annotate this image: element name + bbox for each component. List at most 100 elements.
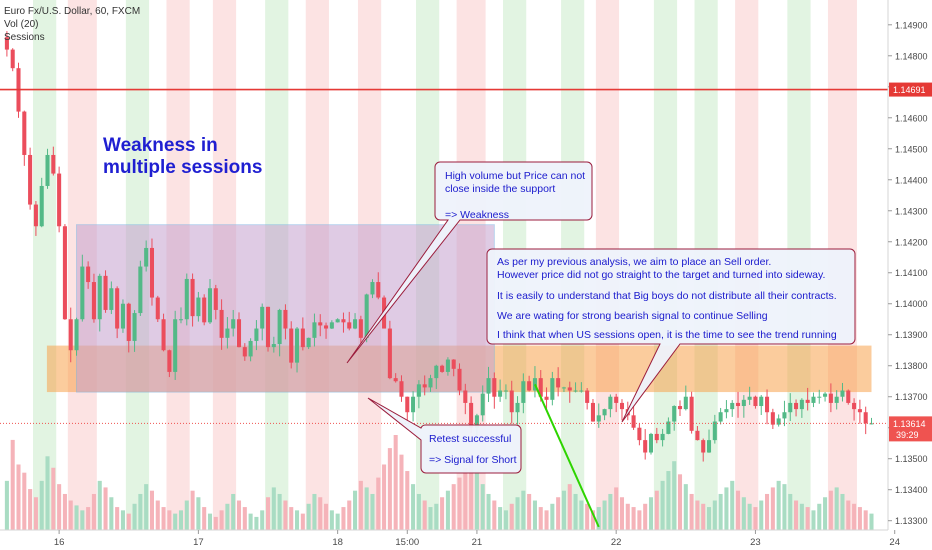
candle-body — [666, 421, 671, 434]
volume-bar — [109, 497, 114, 530]
price-tick-label: 1.14600 — [895, 113, 928, 123]
volume-bar — [515, 497, 520, 530]
volume-indicator-label[interactable]: Vol (20) — [4, 19, 39, 30]
volume-bar — [295, 510, 300, 530]
candle-body — [341, 319, 346, 323]
volume-bar — [550, 503, 555, 530]
resistance-price-badge — [889, 82, 932, 97]
candle-body — [190, 278, 195, 317]
weakness-note-line2: multiple sessions — [103, 157, 263, 178]
candle-body — [173, 319, 178, 372]
candle-body — [97, 275, 102, 320]
volume-bar — [132, 503, 137, 530]
candle-body — [817, 396, 822, 398]
candle-body — [556, 378, 561, 388]
candle-body — [782, 412, 787, 419]
countdown-label: 39:29 — [896, 430, 919, 440]
candle-body — [260, 306, 265, 329]
callout-high-volume[interactable]: High volume but Price can not close insi… — [445, 170, 590, 222]
volume-bar — [254, 516, 259, 530]
candle-body — [440, 365, 445, 372]
volume-bar — [213, 516, 218, 530]
callout-high-volume-line: => Weakness — [445, 209, 510, 221]
candle-body — [457, 368, 462, 391]
volume-bar — [770, 487, 775, 530]
candle-body — [863, 412, 868, 424]
callout-retest[interactable]: Retest successful => Signal for Short — [429, 433, 529, 467]
volume-bar — [347, 500, 352, 530]
volume-bar — [614, 487, 619, 530]
volume-bar — [759, 500, 764, 530]
volume-bar — [16, 464, 21, 530]
candle-body — [306, 337, 311, 348]
volume-bar — [869, 513, 874, 530]
price-tick-label: 1.13900 — [895, 330, 928, 340]
candle-body — [474, 415, 479, 428]
candle-body — [672, 406, 677, 422]
candle-body — [57, 173, 62, 227]
volume-bar — [33, 497, 38, 530]
volume-bar — [242, 507, 247, 530]
volume-bar — [196, 497, 201, 530]
volume-bar — [324, 503, 329, 530]
volume-bar — [672, 461, 677, 530]
candle-body — [28, 154, 33, 205]
callout-analysis-line: As per my previous analysis, we aim to p… — [497, 256, 772, 268]
price-axis[interactable]: 1.149001.148001.147001.146001.145001.144… — [887, 0, 932, 530]
callout-shapes — [346, 161, 856, 474]
volume-bar — [527, 493, 532, 530]
volume-bar — [51, 467, 56, 530]
candle-body — [109, 288, 114, 310]
candle-body — [701, 440, 706, 453]
volume-bar — [219, 510, 224, 530]
volume-bar — [538, 507, 543, 530]
volume-bar — [805, 507, 810, 530]
weakness-note[interactable]: Weakness in multiple sessions — [103, 135, 262, 179]
candle-body — [312, 322, 317, 338]
volume-bar — [730, 480, 735, 530]
sessions-indicator-label[interactable]: Sessions — [4, 32, 45, 43]
candle-body — [74, 319, 79, 351]
candle-body — [370, 282, 375, 295]
callout-analysis-line: I think that when US sessions open, it i… — [497, 329, 837, 341]
candle-body — [695, 430, 700, 441]
volume-bar — [428, 507, 433, 530]
candle-body — [823, 393, 828, 397]
volume-bar — [469, 457, 474, 530]
volume-bar — [532, 500, 537, 530]
candle-body — [387, 328, 392, 379]
price-tick-label: 1.14800 — [895, 51, 928, 61]
price-tick-label: 1.14200 — [895, 237, 928, 247]
volume-bar — [411, 484, 416, 530]
candle-body — [126, 303, 131, 341]
volume-bar — [846, 500, 851, 530]
candle-body — [747, 396, 752, 400]
candle-body — [852, 402, 857, 410]
callout-analysis-line — [497, 281, 857, 290]
volume-bar — [289, 507, 294, 530]
candle-body — [799, 399, 804, 410]
volume-bar — [753, 507, 758, 530]
candle-body — [451, 359, 456, 369]
volume-bar — [852, 503, 857, 530]
symbol-title[interactable]: Euro Fx/U.S. Dollar, 60, FXCM — [4, 6, 141, 17]
volume-bar — [318, 497, 323, 530]
callout-analysis[interactable]: As per my previous analysis, we aim to p… — [497, 256, 857, 342]
candle-body — [335, 319, 340, 323]
time-tick-label: 21 — [472, 537, 483, 548]
price-tick-label: 1.13500 — [895, 454, 928, 464]
volume-bar — [521, 490, 526, 530]
volume-bar — [387, 448, 392, 530]
volume-bar — [706, 507, 712, 530]
callout-retest-line: Retest successful — [429, 433, 512, 445]
candle-body — [794, 402, 799, 410]
volume-bar — [184, 500, 189, 530]
price-tick-label: 1.14100 — [895, 268, 928, 278]
candle-body — [184, 278, 189, 320]
candle-body — [376, 282, 381, 298]
candle-body — [271, 344, 276, 348]
candle-body — [202, 297, 207, 323]
candle-body — [358, 319, 363, 338]
